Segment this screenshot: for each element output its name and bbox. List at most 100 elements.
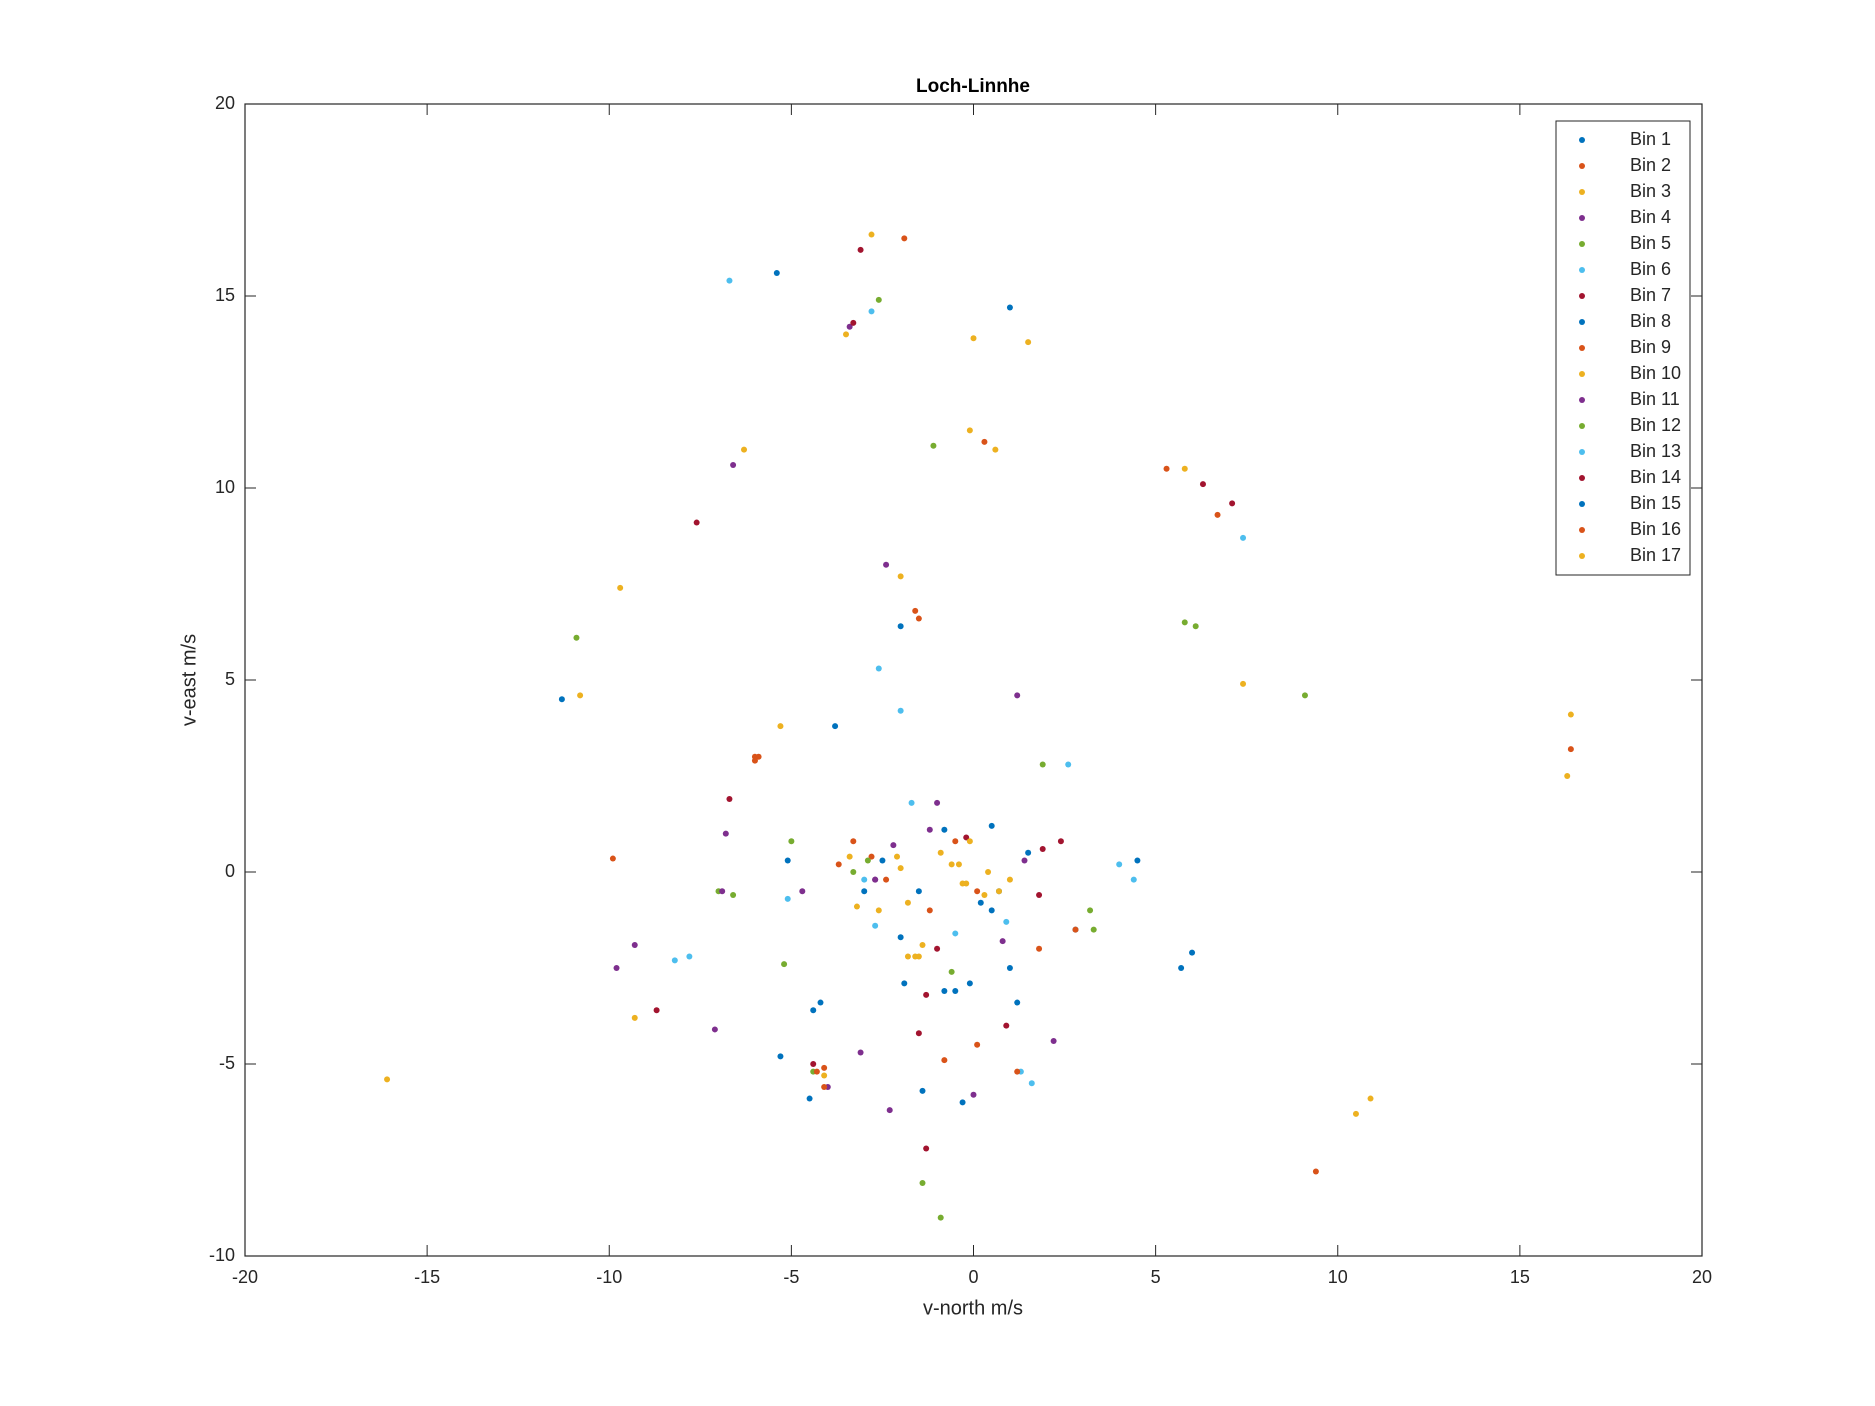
scatter-point	[1087, 907, 1094, 914]
scatter-point	[897, 707, 904, 714]
scatter-point	[992, 446, 999, 453]
scatter-point	[966, 980, 973, 987]
scatter-point	[609, 855, 616, 862]
legend-label: Bin 1	[1630, 129, 1671, 149]
scatter-point	[948, 968, 955, 975]
legend-marker	[1579, 475, 1585, 481]
legend-marker	[1579, 137, 1585, 143]
scatter-point	[1014, 999, 1021, 1006]
scatter-point	[1090, 926, 1097, 933]
scatter-point	[821, 1064, 828, 1071]
legend-label: Bin 12	[1630, 415, 1681, 435]
scatter-point	[751, 757, 758, 764]
scatter-point	[1006, 304, 1013, 311]
scatter-point	[977, 899, 984, 906]
scatter-point	[861, 876, 868, 883]
scatter-point	[613, 965, 620, 971]
legend-box	[1555, 120, 1691, 576]
x-tick-label: 20	[1692, 1267, 1712, 1287]
legend-marker	[1579, 345, 1585, 351]
scatter-point	[937, 849, 944, 856]
scatter-point	[897, 934, 904, 941]
x-tick-label: -20	[232, 1267, 258, 1287]
x-axis-label: v-north m/s	[923, 1297, 1023, 1319]
scatter-point	[1352, 1110, 1359, 1117]
scatter-point	[959, 1099, 966, 1106]
scatter-point	[1006, 965, 1013, 971]
scatter-point	[988, 907, 995, 914]
x-tick-label: 0	[968, 1267, 978, 1287]
scatter-point	[784, 895, 791, 902]
scatter-point	[821, 1072, 828, 1079]
scatter-point	[730, 461, 737, 468]
scatter-point	[1003, 918, 1010, 925]
scatter-point	[923, 1145, 930, 1152]
scatter-point	[923, 991, 930, 998]
scatter-point	[1014, 692, 1021, 699]
scatter-point	[934, 945, 941, 952]
scatter-point	[1240, 534, 1247, 541]
scatter-point	[1072, 926, 1079, 933]
scatter-point	[1567, 746, 1574, 753]
scatter-point	[726, 796, 733, 803]
scatter-point	[1036, 945, 1043, 952]
y-tick-label: 20	[215, 93, 235, 113]
scatter-point	[1301, 692, 1308, 699]
scatter-point	[934, 799, 941, 806]
scatter-point	[813, 1068, 820, 1075]
scatter-point	[719, 888, 726, 895]
scatter-point	[821, 1084, 828, 1091]
scatter-point	[981, 892, 988, 899]
y-tick-label: 0	[225, 861, 235, 881]
scatter-point	[1065, 761, 1072, 768]
scatter-point	[1036, 892, 1043, 899]
scatter-point	[919, 1087, 926, 1094]
scatter-point	[890, 842, 897, 849]
scatter-point	[1025, 339, 1032, 346]
scatter-point	[974, 888, 981, 895]
legend-marker	[1579, 553, 1585, 559]
scatter-point	[1163, 465, 1170, 472]
scatter-point	[850, 838, 857, 845]
plot-area	[244, 103, 1703, 1257]
scatter-point	[755, 753, 762, 760]
scatter-point	[981, 438, 988, 445]
x-tick-label: 10	[1328, 1267, 1348, 1287]
scatter-point	[875, 907, 882, 914]
scatter-point	[817, 999, 824, 1006]
scatter-point	[810, 1061, 817, 1067]
scatter-point	[384, 1076, 391, 1083]
scatter-point	[857, 246, 864, 253]
scatter-point	[875, 296, 882, 303]
scatter-point	[937, 1214, 944, 1221]
legend-marker	[1579, 319, 1585, 325]
scatter-point	[970, 335, 977, 342]
scatter-point	[846, 323, 853, 330]
legend-marker	[1579, 189, 1585, 195]
scatter-point	[952, 838, 959, 845]
scatter-point	[883, 876, 890, 883]
legend-marker	[1579, 501, 1585, 507]
scatter-point	[773, 269, 780, 276]
scatter-point	[930, 442, 937, 449]
scatter-point	[784, 857, 791, 864]
scatter-point	[1192, 623, 1199, 630]
scatter-point	[1181, 619, 1188, 626]
legend-label: Bin 4	[1630, 207, 1671, 227]
legend-marker	[1579, 449, 1585, 455]
chart-title: Loch-Linnhe	[916, 76, 1030, 97]
scatter-point	[1178, 965, 1185, 971]
scatter-point	[558, 696, 565, 703]
scatter-point	[846, 853, 853, 860]
scatter-point	[868, 308, 875, 315]
scatter-point	[1028, 1080, 1035, 1087]
scatter-point	[857, 1049, 864, 1056]
y-tick-label: 5	[225, 669, 235, 689]
scatter-point	[1567, 711, 1574, 718]
scatter-point	[901, 235, 908, 242]
scatter-point	[653, 1007, 660, 1014]
x-tick-label: -5	[783, 1267, 799, 1287]
x-tick-label: -15	[414, 1267, 440, 1287]
scatter-point	[872, 922, 879, 929]
